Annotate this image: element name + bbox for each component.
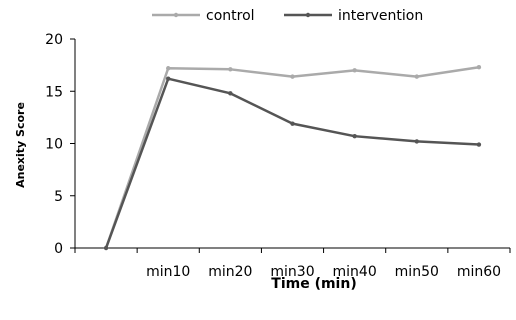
data-point-intervention	[414, 139, 419, 144]
y-tick-label: 0	[54, 241, 63, 257]
data-point-intervention	[228, 91, 233, 96]
series-lines	[103, 65, 482, 251]
y-tick-label: 5	[54, 189, 63, 205]
legend-marker-control	[173, 12, 179, 18]
data-point-intervention	[352, 133, 357, 139]
series-line-intervention	[104, 77, 479, 249]
x-axis-label: Time (min)	[271, 276, 356, 292]
x-tick-label: min40	[333, 264, 377, 280]
data-point-control	[352, 68, 357, 73]
y-ticks: 0 5 10 15 20	[45, 32, 75, 257]
y-tick-label: 15	[45, 84, 63, 100]
data-point-intervention	[476, 142, 482, 147]
legend-label-control: control	[206, 8, 255, 24]
data-point-control	[290, 74, 295, 79]
y-tick-label: 20	[45, 32, 63, 48]
x-tick-label: min50	[395, 264, 439, 280]
x-tick-label: min30	[270, 264, 314, 280]
legend-label-intervention: intervention	[338, 8, 423, 24]
data-point-control	[414, 74, 419, 79]
data-point-control	[166, 66, 171, 71]
x-tick-label: min60	[457, 264, 501, 280]
data-point-control	[228, 67, 233, 72]
legend-marker-intervention	[305, 12, 311, 18]
x-tick-label: min20	[208, 264, 252, 280]
data-point-intervention	[166, 76, 171, 81]
x-ticks: min10 min20 min30 min40 min50 min60	[74, 248, 511, 280]
data-point-intervention	[103, 245, 109, 251]
data-point-control	[476, 65, 482, 70]
y-tick-label: 10	[45, 137, 63, 153]
y-axis-label: Anexity Score	[14, 102, 27, 188]
legend: control intervention	[152, 8, 423, 24]
data-point-intervention	[290, 121, 295, 126]
x-tick-label: min10	[146, 264, 190, 280]
